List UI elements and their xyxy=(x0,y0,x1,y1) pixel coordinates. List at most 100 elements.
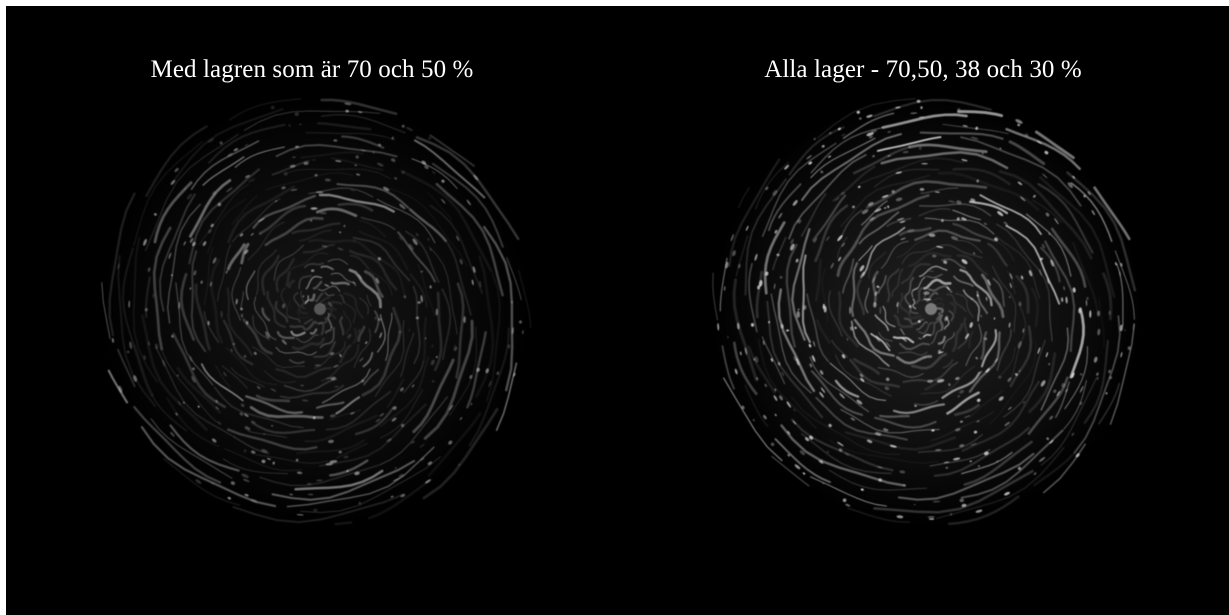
swirl-streak xyxy=(304,414,378,443)
swirl-streak xyxy=(273,244,304,281)
swirl-streak xyxy=(341,135,385,149)
swirl-streak xyxy=(858,245,873,262)
swirl-streak xyxy=(902,361,959,384)
swirl-fleck xyxy=(860,377,865,382)
swirl-streak xyxy=(772,236,787,271)
swirl-fleck xyxy=(219,141,223,145)
swirl-fleck xyxy=(970,136,979,140)
swirl-streak xyxy=(735,235,749,277)
swirl-streak xyxy=(325,390,392,431)
swirl-fleck xyxy=(927,379,934,383)
swirl-fleck xyxy=(908,305,912,308)
swirl-streak xyxy=(330,272,356,284)
swirl-streak xyxy=(744,178,787,296)
swirl-fleck xyxy=(301,399,309,402)
swirl-fleck xyxy=(934,191,940,193)
swirl-streak xyxy=(309,293,316,302)
swirl-streak xyxy=(918,203,992,217)
swirl-streak xyxy=(929,297,943,304)
swirl-fleck xyxy=(803,305,807,310)
swirl-fleck xyxy=(377,257,382,261)
swirl-fleck xyxy=(375,277,380,284)
swirl-streak xyxy=(506,257,522,300)
swirl-streak xyxy=(374,319,405,397)
swirl-fleck xyxy=(887,205,890,209)
swirl-streak xyxy=(937,335,946,345)
swirl-fleck xyxy=(170,179,176,185)
swirl-fleck xyxy=(828,131,832,135)
swirl-fleck xyxy=(325,462,334,466)
swirl-streak xyxy=(946,391,980,415)
swirl-fleck xyxy=(1071,432,1075,436)
swirl-streak xyxy=(892,336,915,344)
swirl-streak xyxy=(140,426,277,508)
swirl-fleck xyxy=(307,482,312,486)
swirl-streak xyxy=(315,207,358,218)
swirl-streak xyxy=(176,366,222,414)
swirl-fleck xyxy=(1017,181,1023,186)
swirl-fleck xyxy=(948,200,956,203)
swirl-streak xyxy=(169,424,240,472)
swirl-fleck xyxy=(912,287,919,291)
swirl-streak xyxy=(225,346,278,386)
swirl-fleck xyxy=(1033,194,1036,198)
swirl-fleck xyxy=(358,501,362,505)
swirl-streak xyxy=(1015,275,1030,314)
swirl-fleck xyxy=(764,383,767,388)
swirl-fleck xyxy=(795,358,800,366)
swirl-fleck xyxy=(476,367,480,372)
swirl-streak xyxy=(936,307,945,314)
swirl-fleck xyxy=(923,298,932,301)
swirl-fleck xyxy=(424,479,431,484)
swirl-streak xyxy=(231,198,281,243)
swirl-fleck xyxy=(192,367,195,371)
swirl-fleck xyxy=(858,117,862,120)
swirl-streak xyxy=(942,359,954,369)
swirl-streak xyxy=(320,113,406,134)
swirl-streak xyxy=(961,380,1040,452)
swirl-fleck xyxy=(919,116,925,118)
swirl-fleck xyxy=(471,279,474,286)
swirl-streak xyxy=(330,281,350,286)
swirl-fleck xyxy=(774,229,778,234)
swirl-streak xyxy=(221,365,248,389)
swirl-fleck xyxy=(358,328,361,334)
swirl-streak xyxy=(899,342,931,351)
swirl-streak xyxy=(840,174,930,228)
swirl-fleck xyxy=(211,438,217,443)
swirl-fleck xyxy=(376,162,384,167)
swirl-fleck xyxy=(1109,376,1113,380)
swirl-streak xyxy=(987,242,1008,267)
swirl-fleck xyxy=(928,270,935,272)
swirl-fleck xyxy=(522,330,524,335)
swirl-streak xyxy=(911,276,926,298)
swirl-fleck xyxy=(859,373,864,378)
swirl-fleck xyxy=(790,238,794,245)
swirl-streak xyxy=(1027,376,1069,435)
swirl-fleck xyxy=(350,189,356,192)
swirl-fleck xyxy=(183,241,186,246)
swirl-streak xyxy=(834,379,860,398)
swirl-streak xyxy=(862,226,906,277)
swirl-fleck xyxy=(734,368,738,375)
swirl-fleck xyxy=(857,185,861,189)
swirl-fleck xyxy=(878,478,883,482)
swirl-streak xyxy=(961,451,1013,475)
swirl-fleck xyxy=(1045,352,1049,358)
swirl-fleck xyxy=(245,174,250,179)
swirl-streak xyxy=(358,230,409,271)
swirl-streak xyxy=(1037,183,1094,254)
swirl-fleck xyxy=(779,395,783,401)
swirl-streak xyxy=(179,272,196,341)
swirl-streak xyxy=(349,254,370,270)
swirl-streak xyxy=(891,180,988,196)
swirl-streak xyxy=(222,458,289,475)
swirl-fleck xyxy=(338,450,342,454)
swirl-streak xyxy=(828,439,939,464)
swirl-fleck xyxy=(839,393,845,399)
swirl-fleck xyxy=(840,191,845,196)
swirl-fleck xyxy=(979,314,983,318)
swirl-streak xyxy=(286,446,435,508)
swirl-fleck xyxy=(921,162,928,165)
swirl-streak xyxy=(965,323,983,367)
